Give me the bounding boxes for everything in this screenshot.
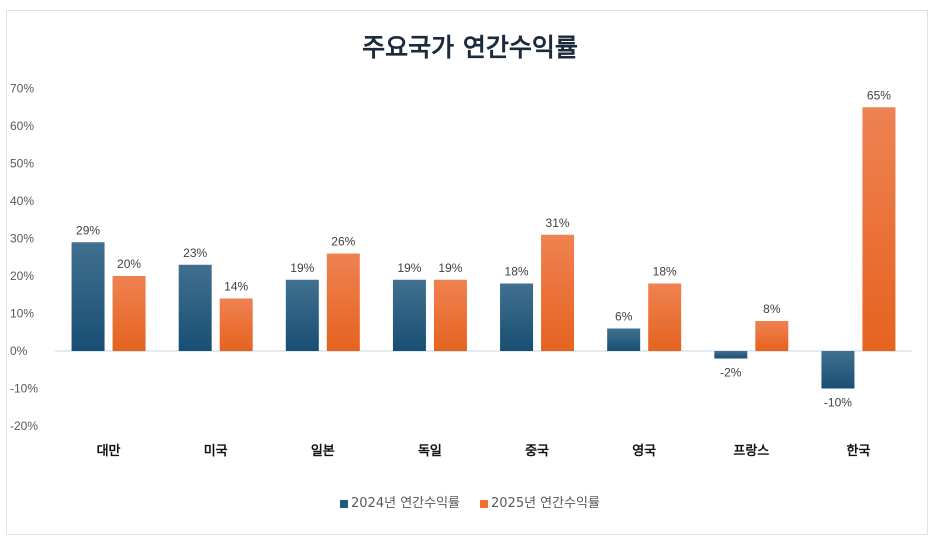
bar-2025 (326, 253, 360, 351)
bar-2025 (433, 279, 467, 351)
data-label: 31% (546, 216, 570, 230)
legend: 2024년 연간수익률 2025년 연간수익률 (0, 492, 940, 511)
bar-2024 (285, 279, 319, 351)
category-label: 일본 (311, 444, 335, 459)
category-label: 한국 (846, 443, 870, 459)
bar-2024 (178, 264, 212, 351)
bar-2025 (112, 276, 146, 351)
data-label: 6% (615, 310, 633, 324)
data-label: 19% (438, 261, 462, 275)
bar-2025 (862, 107, 896, 351)
data-label: 19% (397, 261, 421, 275)
data-label: 23% (183, 246, 207, 260)
data-label: 20% (117, 257, 141, 271)
legend-item: 2025년 연간수익률 (480, 492, 600, 511)
y-tick-label: 10% (10, 307, 34, 321)
y-tick-label: 20% (10, 269, 34, 283)
bar-2024 (392, 279, 426, 351)
y-tick-label: 50% (10, 157, 34, 171)
y-tick-label: -10% (10, 382, 38, 396)
data-label: 29% (76, 223, 100, 237)
legend-item: 2024년 연간수익률 (340, 492, 460, 511)
category-label: 미국 (204, 443, 228, 459)
category-label: 영국 (632, 444, 656, 459)
legend-swatch (480, 499, 488, 508)
data-label: 18% (505, 265, 529, 279)
data-label: 19% (290, 261, 314, 275)
bar-2024 (71, 242, 105, 351)
y-tick-label: 60% (10, 119, 34, 133)
chart-frame (6, 10, 928, 535)
category-label: 독일 (418, 444, 442, 459)
bar-2025 (648, 283, 682, 351)
data-label: 65% (867, 88, 891, 102)
category-label: 중국 (525, 444, 549, 459)
bar-2025 (219, 298, 253, 351)
y-tick-label: 30% (10, 232, 34, 246)
legend-swatch (340, 499, 349, 508)
bar-2025 (755, 321, 789, 351)
y-tick-label: 70% (10, 82, 34, 96)
bar-2024 (714, 351, 748, 359)
legend-label: 2024년 연간수익률 (351, 496, 460, 511)
y-tick-label: -20% (10, 419, 38, 433)
legend-label: 2025년 연간수익률 (491, 496, 600, 511)
data-label: 26% (331, 235, 355, 249)
bar-2025 (541, 234, 575, 351)
data-label: -2% (720, 366, 742, 380)
chart-title: 주요국가 연간수익률 (362, 33, 578, 62)
y-tick-label: 40% (10, 194, 34, 208)
bar-2024 (821, 351, 855, 389)
data-label: 14% (224, 280, 248, 294)
data-label: -10% (824, 396, 852, 410)
category-label: 프랑스 (733, 444, 769, 459)
category-label: 대만 (97, 443, 121, 459)
bar-2024 (607, 328, 641, 351)
y-tick-label: 0% (10, 344, 28, 358)
data-label: 8% (763, 302, 781, 316)
bar-2024 (500, 283, 534, 351)
data-label: 18% (653, 265, 677, 279)
